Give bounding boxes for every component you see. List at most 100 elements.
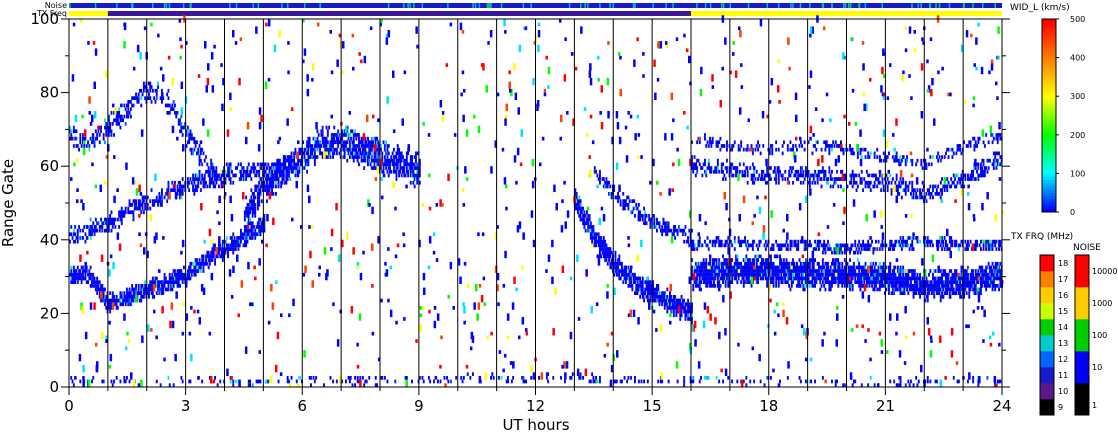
data-cell — [72, 269, 75, 273]
data-cell — [273, 166, 276, 170]
noise-bar-tick — [842, 3, 845, 8]
data-cell — [593, 166, 596, 170]
data-cell — [390, 169, 393, 174]
data-cell — [91, 280, 93, 284]
data-cell — [92, 272, 95, 277]
data-cell — [745, 276, 748, 281]
data-cell — [361, 140, 364, 145]
data-cell — [868, 243, 871, 248]
data-cell — [713, 272, 715, 277]
data-cell — [808, 284, 811, 288]
data-cell — [959, 243, 962, 248]
data-cell — [939, 180, 942, 185]
data-cell — [710, 280, 713, 284]
data-cell — [933, 295, 936, 299]
data-cell — [731, 144, 734, 148]
data-cell — [253, 210, 255, 215]
data-cell — [714, 169, 717, 174]
data-cell — [851, 265, 854, 270]
data-cell — [268, 188, 271, 192]
data-cell — [194, 173, 197, 178]
data-cell — [796, 272, 798, 277]
data-cell — [198, 169, 201, 174]
data-cell — [893, 243, 896, 248]
data-cell — [885, 272, 888, 277]
data-cell — [166, 280, 169, 284]
data-cell — [973, 166, 976, 170]
data-cell — [854, 280, 857, 284]
data-cell — [183, 184, 185, 189]
data-cell — [869, 180, 872, 185]
data-cell — [742, 269, 745, 273]
data-cell — [807, 276, 810, 281]
noise-bar-tick — [584, 3, 586, 8]
data-cell — [254, 214, 257, 218]
data-cell — [828, 247, 831, 251]
data-cell — [711, 243, 714, 248]
data-cell — [849, 258, 851, 262]
data-cell — [92, 228, 95, 233]
data-cell — [816, 239, 819, 244]
data-cell — [942, 272, 945, 277]
data-cell — [735, 265, 737, 270]
data-cell — [991, 284, 994, 288]
data-cell — [796, 276, 798, 281]
data-cell — [624, 276, 627, 281]
data-cell — [805, 247, 807, 251]
data-cell — [941, 192, 943, 196]
data-cell — [891, 247, 894, 251]
data-cell — [600, 247, 603, 251]
data-cell — [805, 280, 807, 284]
data-cell — [233, 243, 236, 248]
data-cell — [773, 265, 776, 270]
data-cell — [916, 280, 919, 284]
data-cell — [938, 155, 941, 159]
data-cell — [836, 243, 838, 248]
data-cell — [405, 158, 408, 163]
data-cell — [889, 272, 892, 277]
data-cell — [727, 272, 730, 277]
data-cell — [910, 243, 912, 248]
data-cell — [827, 280, 829, 284]
data-cell — [788, 272, 791, 277]
data-cell — [93, 144, 96, 148]
data-cell — [698, 280, 701, 284]
data-cell — [128, 295, 131, 299]
data-cell — [814, 276, 816, 281]
data-cell — [324, 144, 327, 148]
data-cell — [127, 295, 130, 299]
data-cell — [815, 280, 818, 284]
data-cell — [692, 287, 695, 292]
data-cell — [613, 184, 616, 189]
data-cell — [885, 276, 888, 281]
data-cell — [363, 155, 366, 159]
data-cell — [775, 269, 778, 273]
data-cell — [846, 265, 849, 270]
data-cell — [196, 188, 198, 192]
data-cell — [194, 265, 197, 270]
data-cell — [345, 144, 347, 148]
data-cell — [88, 276, 91, 281]
data-cell — [745, 261, 748, 266]
data-cell — [166, 188, 169, 192]
data-cell — [843, 269, 846, 273]
data-cell — [965, 269, 968, 273]
data-cell — [197, 147, 200, 152]
data-cell — [875, 276, 877, 281]
data-cell — [816, 169, 819, 174]
data-cell — [937, 284, 940, 288]
data-cell — [776, 269, 779, 273]
data-cell — [926, 284, 929, 288]
data-cell — [228, 169, 231, 174]
data-cell — [275, 162, 277, 167]
data-cell — [224, 247, 227, 251]
data-cell — [818, 276, 820, 281]
data-cell — [105, 125, 108, 130]
data-cell — [285, 180, 288, 185]
data-cell — [736, 265, 739, 270]
data-cell — [132, 103, 135, 108]
data-cell — [663, 221, 666, 226]
data-cell — [251, 199, 254, 203]
data-cell — [982, 272, 985, 277]
data-cell — [159, 287, 162, 292]
